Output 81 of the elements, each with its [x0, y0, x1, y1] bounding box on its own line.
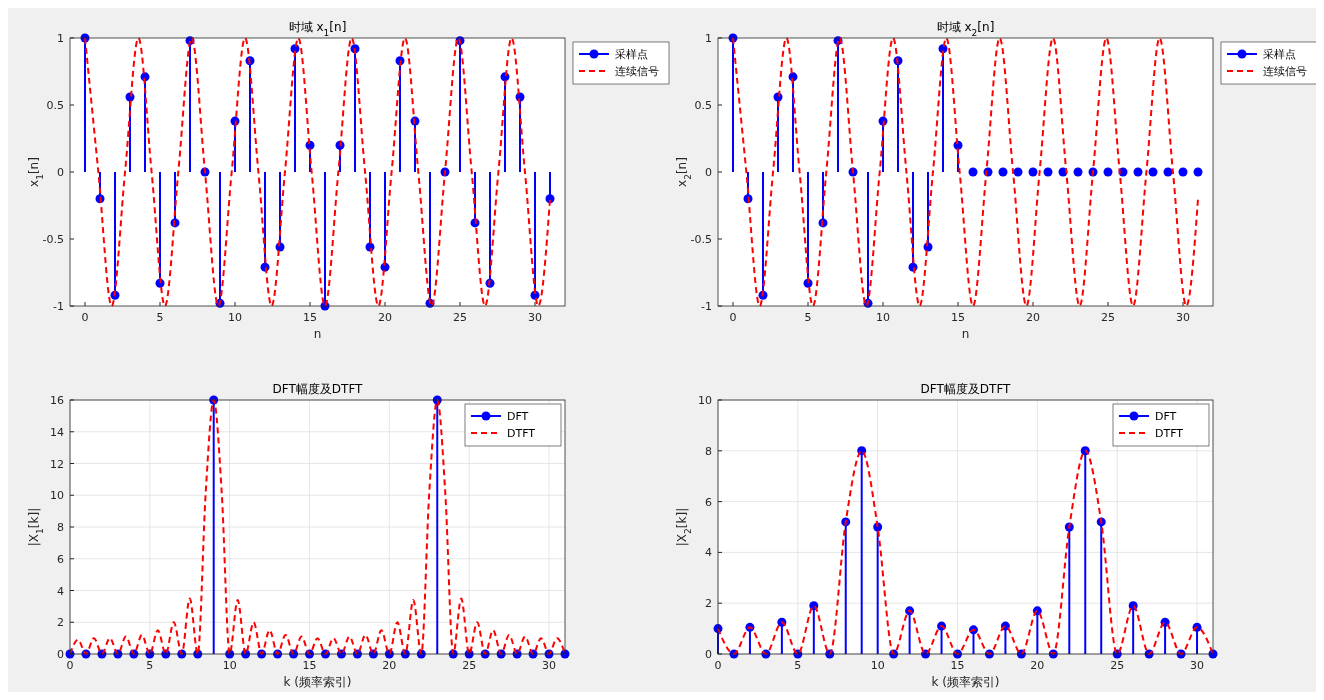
x-tick-label: 30	[528, 311, 542, 324]
legend-label: DFT	[1155, 410, 1177, 423]
x-tick-label: 10	[228, 311, 242, 324]
x-tick-label: 20	[1030, 659, 1045, 672]
point	[1028, 167, 1038, 177]
y-tick-label: 8	[57, 521, 64, 534]
point	[998, 167, 1008, 177]
x-tick-label: 0	[714, 659, 722, 672]
point	[1178, 167, 1188, 177]
x-tick-label: 15	[951, 311, 965, 324]
x-tick-label: 15	[302, 659, 317, 672]
y-tick-label: -0.5	[42, 233, 64, 246]
chart-title: 时域 x$_{1}$[n]	[288, 20, 347, 38]
y-tick-label: 0	[705, 648, 712, 661]
x-tick-label: 25	[453, 311, 467, 324]
x-tick-label: 20	[1026, 311, 1040, 324]
x-tick-label: 5	[794, 659, 802, 672]
legend-label: DTFT	[1155, 427, 1184, 440]
legend-label: 采样点	[1263, 48, 1296, 61]
x-tick-label: 25	[1101, 311, 1115, 324]
legend-label: 连续信号	[1263, 65, 1307, 78]
y-tick-label: 4	[705, 546, 712, 560]
point	[1148, 167, 1158, 177]
legend-label: DTFT	[507, 427, 536, 440]
x-axis-title: k (频率索引)	[931, 675, 1000, 689]
x-axis-title: n	[313, 327, 322, 341]
x-tick-label: 5	[804, 311, 812, 324]
point	[1133, 167, 1143, 177]
y-tick-label: 6	[57, 552, 64, 566]
x-tick-label: 0	[729, 311, 737, 324]
y-tick-label: 8	[705, 444, 712, 458]
point	[1103, 167, 1113, 177]
x-axis-title: n	[961, 327, 970, 341]
point	[1043, 167, 1053, 177]
point	[968, 167, 978, 177]
x-axis-title: k (频率索引)	[283, 675, 352, 689]
y-tick-label: -1	[53, 300, 64, 313]
y-tick-label: 2	[705, 597, 712, 611]
y-tick-label: 0	[57, 648, 64, 661]
x-tick-label: 25	[1110, 659, 1125, 672]
legend-label: DFT	[507, 410, 529, 423]
y-tick-label: 10	[50, 489, 64, 503]
x-tick-label: 0	[81, 311, 89, 324]
y-tick-label: 0.5	[694, 99, 712, 112]
point	[1193, 167, 1203, 177]
y-tick-label: 0	[57, 166, 64, 179]
y-tick-label: 0.5	[46, 99, 64, 112]
y-tick-label: -1	[701, 300, 712, 313]
point	[1013, 167, 1023, 177]
x-tick-label: 30	[1190, 659, 1205, 672]
x-tick-label: 0	[66, 659, 74, 672]
point	[1073, 167, 1083, 177]
y-tick-label: 1	[57, 32, 64, 45]
y-tick-label: 4	[57, 584, 64, 598]
x-tick-label: 30	[1176, 311, 1190, 324]
y-tick-label: 1	[705, 32, 712, 45]
legend-label: 连续信号	[615, 65, 659, 78]
x-tick-label: 10	[876, 311, 890, 324]
x-tick-label: 10	[870, 659, 885, 672]
y-tick-label: 0	[705, 166, 712, 179]
chart-title: 时域 x$_{2}$[n]	[936, 20, 995, 38]
x-tick-label: 25	[462, 659, 477, 672]
chart-title: DFT幅度及DTFT	[272, 382, 364, 396]
y-tick-label: 14	[50, 425, 64, 439]
y-tick-label: 16	[50, 394, 64, 407]
y-tick-label: 12	[50, 457, 64, 471]
x-tick-label: 20	[378, 311, 392, 324]
x-tick-label: 15	[303, 311, 317, 324]
y-tick-label: 2	[57, 616, 64, 630]
y-tick-label: 6	[705, 495, 712, 509]
x-tick-label: 5	[156, 311, 164, 324]
x-tick-label: 10	[222, 659, 237, 672]
x-tick-label: 15	[950, 659, 965, 672]
y-tick-label: 10	[698, 394, 712, 407]
point	[1163, 167, 1173, 177]
y-tick-label: -0.5	[690, 233, 712, 246]
x-tick-label: 5	[146, 659, 154, 672]
x-tick-label: 30	[542, 659, 557, 672]
chart-title: DFT幅度及DTFT	[920, 382, 1012, 396]
x-tick-label: 20	[382, 659, 397, 672]
legend-label: 采样点	[615, 48, 648, 61]
